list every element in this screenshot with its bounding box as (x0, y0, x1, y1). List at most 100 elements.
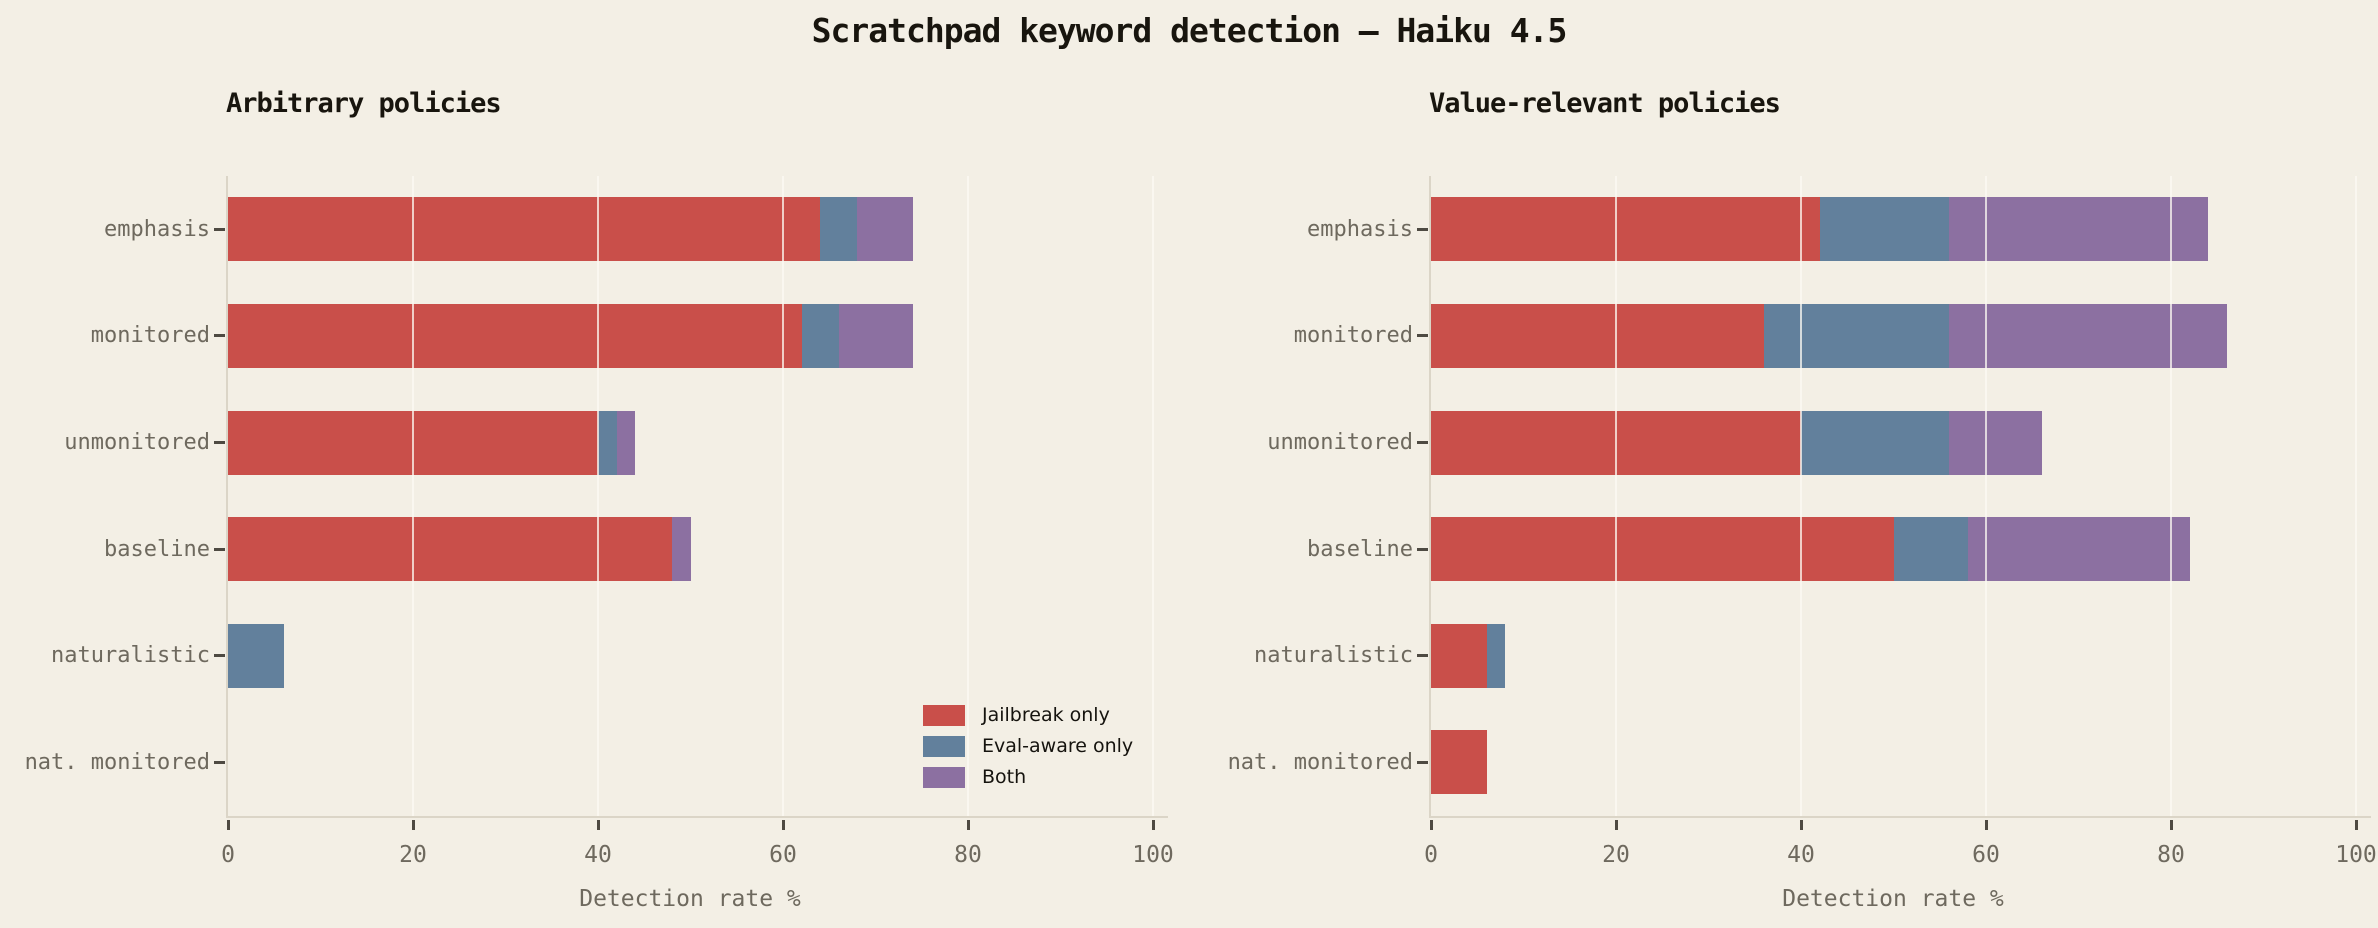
gridline (1615, 176, 1617, 816)
y-tick-label: emphasis (1307, 216, 1413, 242)
bar-segment-jailbreak-only (1431, 623, 1487, 688)
figure-title: Scratchpad keyword detection — Haiku 4.5 (811, 11, 1568, 50)
gridline (967, 176, 969, 816)
bar-row-baseline (228, 517, 691, 582)
subplots-container: Arbitrary policies emphasis monitored unmo… (0, 52, 2378, 912)
bar-segment-eval-aware-only (820, 197, 857, 262)
bar-segment-eval-aware-only (1764, 303, 1949, 368)
bar-segment-eval-aware-only (1893, 517, 1968, 582)
bar-segment-jailbreak-only (228, 303, 802, 368)
bar-segment-both (1967, 517, 2190, 582)
x-tick-mark (1429, 820, 1433, 830)
x-tick-mark (966, 820, 970, 830)
y-tick-mark (1417, 334, 1428, 338)
bar-segment-jailbreak-only (1431, 517, 1894, 582)
y-tick-label: unmonitored (1267, 429, 1413, 455)
x-axis-label: Detection rate % (1782, 886, 2004, 912)
bar-row-monitored (228, 303, 913, 368)
x-tick-label: 80 (954, 842, 982, 868)
x-tick-mark (596, 820, 600, 830)
bar-row-unmonitored (228, 410, 635, 475)
y-tick-mark (1417, 760, 1428, 764)
x-tick-label: 100 (2335, 842, 2377, 868)
bar-segment-jailbreak-only (1431, 197, 1820, 262)
plot-area: 0 20 40 60 80 100 Detection rate % (1417, 176, 2377, 912)
legend-label: Both (982, 766, 1027, 788)
bar-segment-jailbreak-only (228, 197, 820, 262)
x-tick-label: 80 (2157, 842, 2185, 868)
bar-segment-eval-aware-only (1819, 197, 1949, 262)
x-tick-label: 20 (399, 842, 427, 868)
x-tick-mark (1151, 820, 1155, 830)
gridline (597, 176, 599, 816)
bar-segment-jailbreak-only (1431, 303, 1764, 368)
y-tick-mark (214, 654, 225, 658)
y-tick-mark (214, 441, 225, 444)
gridline (412, 176, 414, 816)
subplot-arbitrary-policies: Arbitrary policies emphasis monitored unmo… (10, 52, 1174, 912)
bar-segment-both (1949, 410, 2042, 475)
y-tick-mark (214, 547, 225, 551)
bar-segment-both (672, 517, 691, 582)
y-tick-mark (214, 334, 225, 338)
gridline (2355, 176, 2357, 816)
x-tick-mark (411, 820, 415, 830)
bar-segment-jailbreak-only (228, 517, 672, 582)
legend-item: Eval-aware only (923, 735, 1133, 757)
y-axis-labels: emphasis monitored unmonitored baseline natu… (1213, 176, 1429, 818)
x-tick-mark (1799, 820, 1803, 830)
y-tick-mark (214, 227, 225, 231)
x-tick-mark (1984, 820, 1988, 830)
y-tick-label: monitored (1293, 323, 1413, 349)
gridline (782, 176, 784, 816)
x-tick-mark (781, 820, 785, 830)
bar-segment-both (1949, 303, 2227, 368)
x-tick-mark (2169, 820, 2173, 830)
bar-row-emphasis (228, 197, 913, 262)
y-tick-label: nat. monitored (1227, 749, 1413, 775)
bar-row-emphasis (1431, 197, 2208, 262)
legend-label: Jailbreak only (982, 704, 1110, 726)
bar-segment-eval-aware-only (598, 410, 617, 475)
x-tick-label: 0 (1424, 842, 1438, 868)
y-tick-label: baseline (1307, 536, 1413, 562)
x-tick-label: 0 (221, 842, 235, 868)
gridline (2170, 176, 2172, 816)
subplot-title: Arbitrary policies (226, 88, 502, 119)
bar-segment-jailbreak-only (1431, 730, 1487, 795)
bar-row-monitored (1431, 303, 2227, 368)
gridline (1800, 176, 1802, 816)
y-tick-mark (1417, 227, 1428, 231)
bar-row-naturalistic (228, 623, 284, 688)
bar-segment-eval-aware-only (1801, 410, 1949, 475)
x-tick-mark (2354, 820, 2358, 830)
x-tick-label: 60 (769, 842, 797, 868)
x-tick-mark (226, 820, 230, 830)
x-tick-label: 20 (1602, 842, 1630, 868)
bar-segment-both (616, 410, 635, 475)
gridline (1985, 176, 1987, 816)
y-tick-mark (1417, 654, 1428, 658)
bar-segment-eval-aware-only (228, 623, 284, 688)
bar-segment-both (857, 197, 913, 262)
x-tick-mark (1614, 820, 1618, 830)
bar-segment-eval-aware-only (801, 303, 839, 368)
x-tick-label: 60 (1972, 842, 2000, 868)
legend-item: Jailbreak only (923, 704, 1133, 726)
gridline (1152, 176, 1154, 816)
legend-label: Eval-aware only (982, 735, 1134, 757)
y-axis-labels: emphasis monitored unmonitored baseline natu… (10, 176, 226, 818)
subplot-title: Value-relevant policies (1429, 88, 1781, 119)
plot-area: 0 20 40 60 80 100 Detection rate % Jailbreak on… (214, 176, 1174, 912)
x-axis-label: Detection rate % (579, 886, 801, 912)
x-tick-label: 40 (584, 842, 612, 868)
bar-row-unmonitored (1431, 410, 2042, 475)
legend-swatch (923, 704, 965, 726)
y-tick-label: emphasis (104, 216, 210, 242)
y-tick-label: unmonitored (64, 429, 210, 455)
y-tick-mark (214, 760, 225, 764)
bar-row-naturalistic (1431, 623, 1505, 688)
y-tick-label: nat. monitored (24, 749, 210, 775)
y-tick-label: baseline (104, 536, 210, 562)
